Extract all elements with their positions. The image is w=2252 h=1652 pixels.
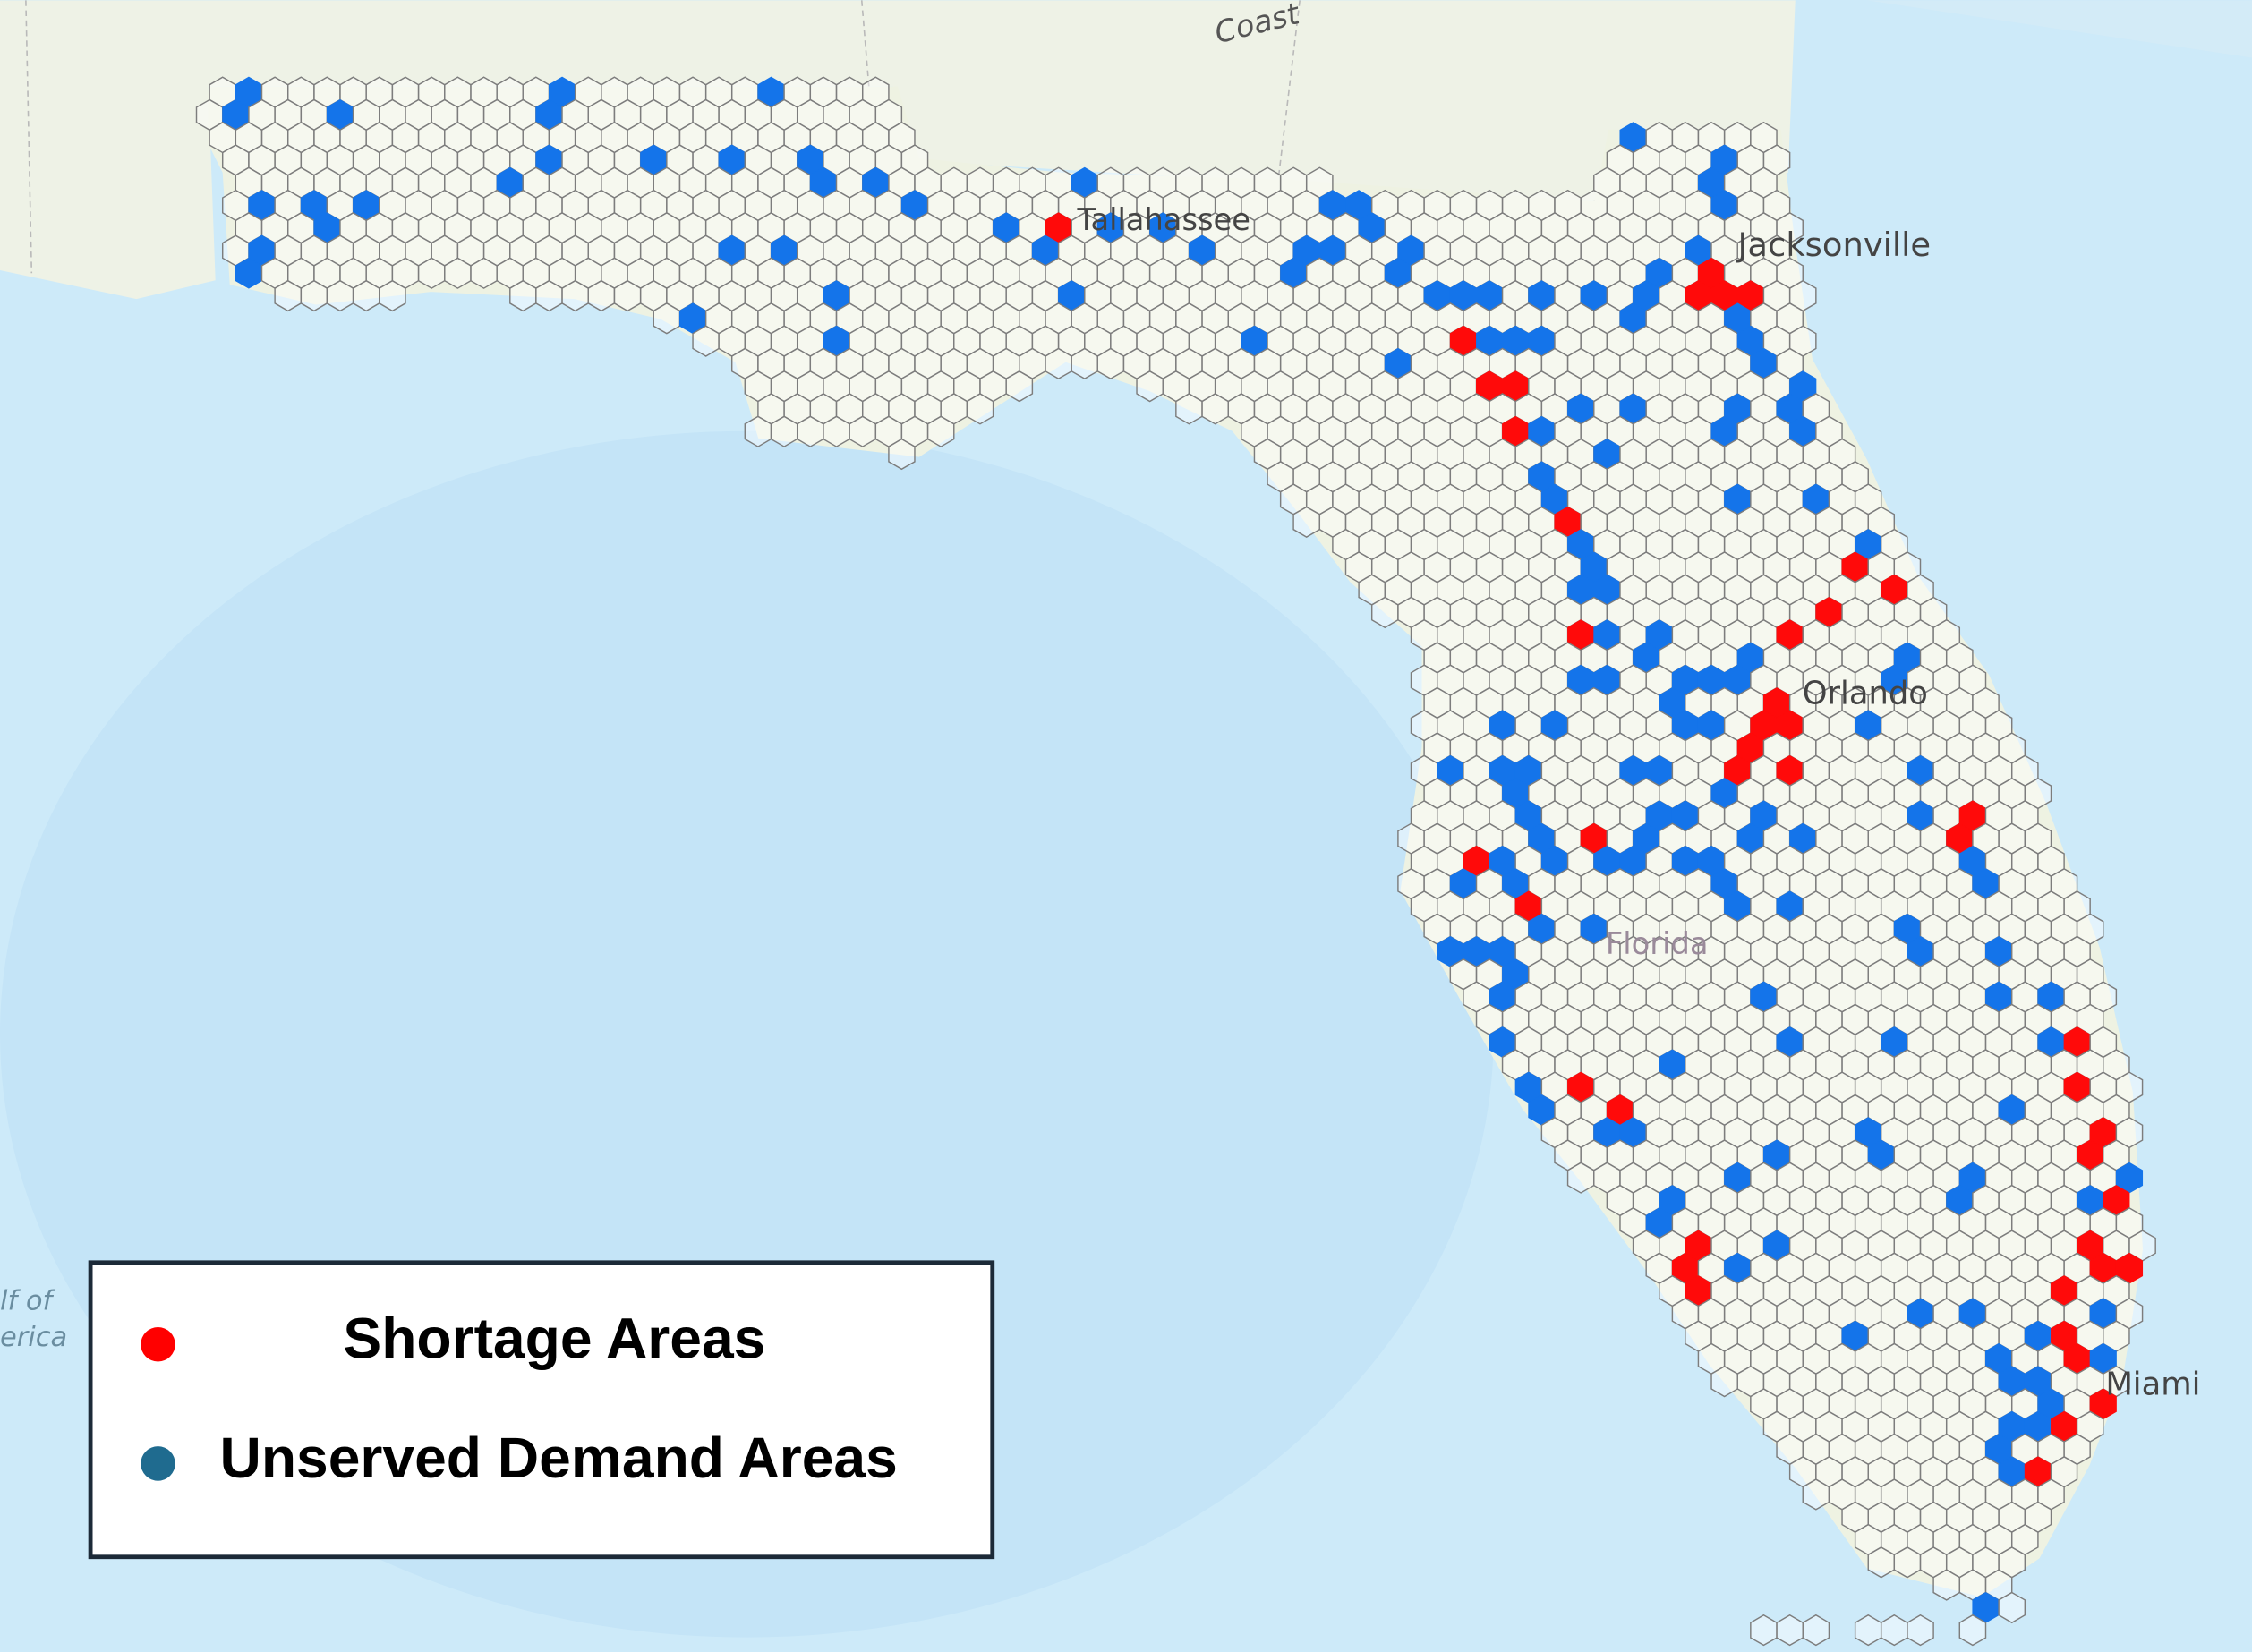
hex-grid: [195, 76, 2156, 1647]
hex-cell: [966, 393, 994, 425]
hex-cell: [1802, 1614, 1830, 1647]
hex-cell: [1998, 1591, 2026, 1624]
sea-east: [0, 0, 2252, 58]
map-labels: Coast Tallahassee Jacksonville Orlando F…: [0, 0, 2200, 1402]
map-label: Jacksonville: [1736, 226, 1932, 264]
hex-cell: [379, 279, 406, 312]
legend: Shortage Areas Unserved Demand Areas: [88, 1260, 995, 1560]
state-border: [25, 0, 1667, 274]
legend-swatch: [141, 1327, 175, 1362]
hex-cell: [1005, 370, 1034, 403]
map-label: erica: [0, 1322, 67, 1353]
map-label: lf of: [0, 1286, 56, 1317]
map-label: Tallahassee: [1076, 202, 1250, 237]
hex-cell: [926, 415, 955, 447]
map-label: Florida: [1606, 926, 1709, 961]
hex-cell: [1958, 1614, 1987, 1647]
hex-cell: [888, 438, 916, 471]
hex-cell: [1907, 1614, 1934, 1647]
legend-label: Shortage Areas: [343, 1307, 765, 1371]
map-label: Orlando: [1803, 676, 1928, 712]
legend-label: Unserved Demand Areas: [220, 1426, 898, 1490]
legend-swatch: [141, 1446, 175, 1481]
map-label: Miami: [2105, 1366, 2200, 1402]
land-north: [0, 0, 1796, 300]
legend-box: [88, 1260, 995, 1560]
